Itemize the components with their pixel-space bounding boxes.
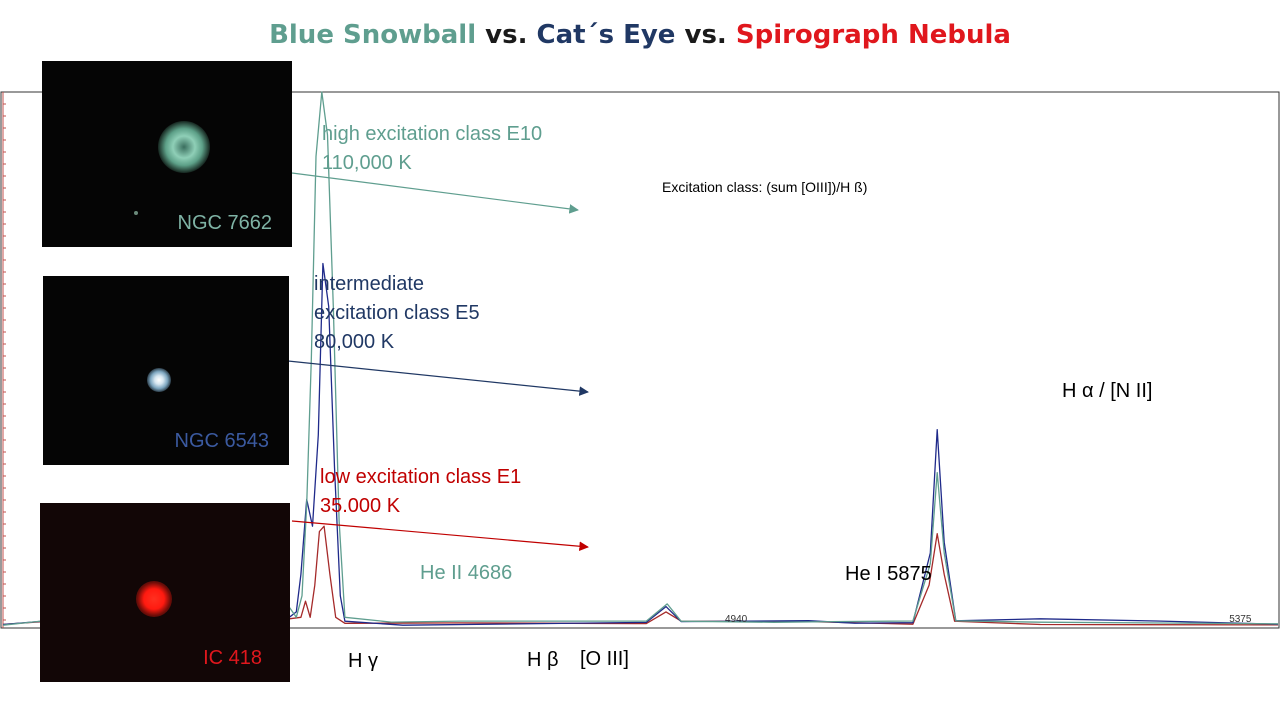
annotation-high-excitation: high excitation class E10 110,000 K: [322, 120, 542, 178]
annotation-intermediate-line2: excitation class E5: [314, 302, 480, 324]
nebula-image-blue: [147, 368, 171, 392]
thumbnail-ic-418: IC 418: [40, 503, 290, 682]
label-he-i: He I 5875: [845, 563, 932, 585]
chart-title: Blue Snowball vs. Cat´s Eye vs. Spirogra…: [0, 20, 1280, 50]
arrow-intermediate-excitation: [287, 360, 589, 396]
label-he-ii: He II 4686: [420, 562, 513, 584]
title-blue-snowball: Blue Snowball: [269, 20, 477, 50]
nebula-image-green: [158, 121, 210, 173]
star-dot: [134, 211, 138, 215]
thumbnail-ngc-6543: NGC 6543: [43, 276, 289, 465]
title-cats-eye: Cat´s Eye: [536, 20, 676, 50]
annotation-low-line2: 35.000 K: [320, 495, 401, 517]
annotation-intermediate-line3: 80,000 K: [314, 331, 395, 353]
caption-ngc-6543: NGC 6543: [174, 430, 270, 452]
title-spirograph: Spirograph Nebula: [735, 20, 1011, 50]
title-vs-2: vs.: [675, 20, 736, 50]
label-h-alpha: H α / [N II]: [1062, 380, 1153, 402]
arrow-high-excitation: [291, 172, 579, 214]
annotation-low-line1: low excitation class E1: [320, 466, 522, 488]
thumbnail-ngc-7662: NGC 7662: [42, 61, 292, 247]
x-tick-label: 4940: [725, 614, 748, 625]
excitation-class-note: Excitation class: (sum [OIII])/H ß): [662, 179, 868, 195]
label-h-gamma: H γ: [348, 650, 378, 672]
annotation-intermediate-line1: intermediate: [314, 273, 425, 295]
y-axis-ticks: [3, 103, 6, 621]
caption-ngc-7662: NGC 7662: [177, 212, 273, 234]
x-tick-label: 5375: [1229, 614, 1252, 625]
label-o-iii: [O III]: [580, 648, 629, 670]
annotation-high-line2: 110,000 K: [322, 152, 412, 174]
arrow-low-excitation: [291, 520, 589, 552]
nebula-image-red: [136, 581, 172, 617]
title-vs-1: vs.: [476, 20, 537, 50]
annotation-low-excitation: low excitation class E1 35.000 K: [320, 463, 521, 521]
caption-ic-418: IC 418: [203, 647, 262, 669]
plot-frame: [0, 91, 1280, 629]
label-h-beta: H β: [527, 649, 559, 671]
annotation-intermediate-excitation: intermediate excitation class E5 80,000 …: [314, 270, 480, 357]
annotation-high-line1: high excitation class E10: [322, 123, 543, 145]
